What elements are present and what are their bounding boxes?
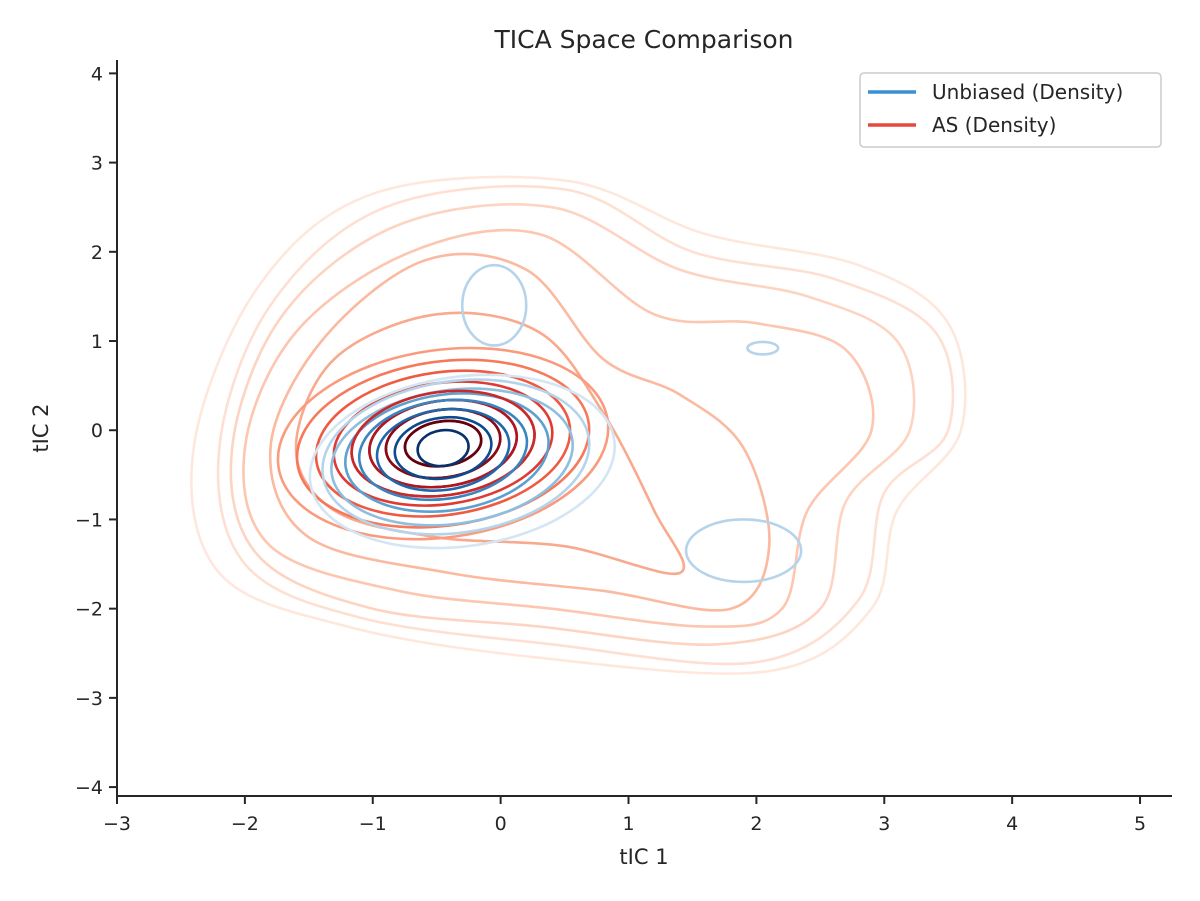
unbiased-density-contour (393, 415, 493, 481)
y-tick-label: −3 (75, 688, 103, 710)
x-tick-label: 5 (1134, 813, 1146, 835)
y-tick-label: 0 (91, 420, 103, 442)
x-tick-label: −3 (103, 813, 131, 835)
as-density-contour (350, 389, 536, 498)
x-tick-label: 2 (750, 813, 762, 835)
as-density-contour (350, 389, 536, 498)
as-density-contour-outer (229, 203, 916, 646)
y-tick-label: 1 (91, 331, 103, 353)
x-tick-label: 3 (878, 813, 890, 835)
y-tick-label: −1 (75, 509, 103, 531)
x-tick-label: −1 (359, 813, 387, 835)
as-density-contour-outer (190, 175, 967, 675)
as-density-contour (403, 419, 483, 468)
legend-label: AS (Density) (932, 113, 1056, 137)
unbiased-density-contour-lobe (460, 263, 528, 347)
as-density-contour-outer (216, 184, 955, 666)
y-tick-label: 4 (91, 63, 103, 85)
as-density-contour (314, 369, 572, 518)
unbiased-density-contour (416, 428, 470, 468)
plot-area (190, 175, 967, 675)
legend-box (859, 72, 1162, 148)
legend-label: Unbiased (Density) (932, 80, 1123, 104)
unbiased-density-contour (357, 398, 529, 502)
y-tick-label: 3 (91, 153, 103, 175)
unbiased-density-contour-lobe (684, 518, 803, 584)
unbiased-density-contour (343, 392, 550, 513)
unbiased-density-contour (321, 378, 591, 536)
chart-title: TICA Space Comparison (494, 25, 794, 54)
unbiased-density-contour (308, 373, 616, 550)
unbiased-density-contour-lobe (746, 340, 780, 356)
x-axis-title: tIC 1 (619, 845, 668, 869)
x-tick-label: 4 (1006, 813, 1018, 835)
y-tick-label: 2 (91, 242, 103, 264)
as-density-contour-outer (268, 252, 771, 612)
as-density-contour-outer (242, 228, 875, 628)
unbiased-density-contour (375, 407, 511, 492)
y-tick-label: −2 (75, 599, 103, 621)
x-tick-label: −2 (231, 813, 259, 835)
y-tick-label: −4 (75, 777, 103, 799)
x-tick-label: 0 (495, 813, 507, 835)
y-axis-title: tIC 2 (29, 403, 53, 452)
as-density-contour (403, 419, 483, 468)
legend: Unbiased (Density) AS (Density) (859, 72, 1162, 148)
x-tick-label: 1 (622, 813, 634, 835)
